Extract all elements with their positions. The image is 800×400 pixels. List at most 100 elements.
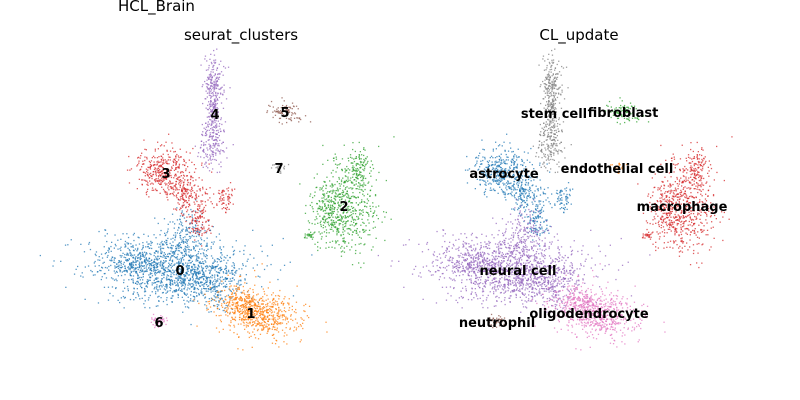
data-point (237, 309, 239, 312)
data-point (338, 244, 340, 246)
data-point (184, 247, 186, 250)
data-point (223, 259, 225, 261)
data-point (204, 230, 206, 232)
data-point (174, 175, 176, 177)
data-point (503, 173, 505, 175)
data-point (200, 262, 202, 264)
data-point (359, 209, 361, 211)
data-point (492, 157, 494, 159)
data-point (327, 200, 329, 202)
data-point (359, 171, 361, 173)
data-point (158, 156, 160, 158)
data-point (489, 182, 491, 184)
data-point (360, 174, 362, 176)
data-point (528, 175, 531, 177)
data-point (277, 112, 279, 114)
data-point (248, 336, 250, 339)
data-point (515, 159, 518, 161)
data-point (207, 123, 209, 126)
data-point (498, 180, 500, 182)
data-point (198, 292, 200, 295)
data-point (174, 253, 176, 255)
data-point (209, 134, 211, 136)
data-point (480, 179, 482, 181)
data-point (156, 278, 158, 280)
data-point (246, 291, 249, 293)
data-point (158, 262, 160, 264)
data-point (137, 293, 139, 296)
data-point (488, 165, 491, 167)
data-point (139, 251, 141, 254)
data-point (261, 324, 263, 327)
data-point (335, 196, 337, 198)
data-point (209, 272, 211, 275)
data-point (488, 175, 490, 177)
data-point (186, 209, 189, 211)
data-point (241, 304, 244, 306)
data-point (206, 60, 208, 62)
data-point (203, 263, 205, 265)
data-point (272, 111, 274, 113)
data-point (344, 222, 346, 225)
data-point (262, 326, 264, 328)
data-point (155, 237, 157, 239)
data-point (249, 314, 252, 316)
data-point (148, 173, 151, 175)
data-point (344, 168, 346, 170)
data-point (237, 323, 240, 325)
data-point (499, 144, 501, 146)
data-point (257, 311, 259, 313)
data-point (110, 258, 113, 260)
data-point (187, 306, 189, 308)
data-point (206, 257, 208, 260)
data-point (252, 295, 255, 297)
data-point (260, 323, 262, 325)
data-point (479, 179, 481, 181)
data-point (516, 163, 519, 165)
data-point (144, 287, 146, 290)
data-point (222, 246, 225, 248)
data-point (207, 167, 209, 169)
data-point (514, 161, 516, 163)
data-point (215, 300, 217, 302)
data-point (353, 210, 355, 212)
data-point (359, 157, 361, 160)
data-point (216, 305, 219, 308)
data-point (205, 161, 207, 163)
data-point (143, 291, 146, 293)
data-point (175, 289, 177, 291)
data-point (336, 187, 339, 189)
data-point (339, 205, 341, 208)
data-point (139, 169, 141, 171)
data-point (145, 257, 147, 259)
data-point (193, 286, 195, 289)
data-point (147, 166, 149, 168)
data-point (251, 305, 253, 307)
data-point (241, 298, 243, 300)
data-point (171, 247, 173, 249)
data-point (215, 271, 218, 273)
data-point (147, 245, 149, 248)
data-point (352, 169, 354, 171)
data-point (223, 84, 225, 86)
data-point (176, 187, 178, 189)
data-point (150, 242, 152, 244)
data-point (146, 180, 148, 182)
data-point (138, 266, 140, 268)
data-point (151, 247, 153, 250)
data-point (160, 315, 162, 317)
data-point (285, 106, 287, 108)
data-point (331, 200, 333, 202)
data-point (212, 66, 214, 68)
data-point (161, 159, 163, 161)
data-point (192, 274, 194, 276)
data-point (327, 223, 330, 225)
data-point (214, 267, 217, 269)
data-point (248, 295, 250, 298)
data-point (216, 67, 219, 69)
data-point (334, 240, 337, 242)
data-point (223, 190, 225, 192)
data-point (170, 264, 172, 267)
data-point (274, 322, 276, 324)
data-point (144, 255, 146, 257)
